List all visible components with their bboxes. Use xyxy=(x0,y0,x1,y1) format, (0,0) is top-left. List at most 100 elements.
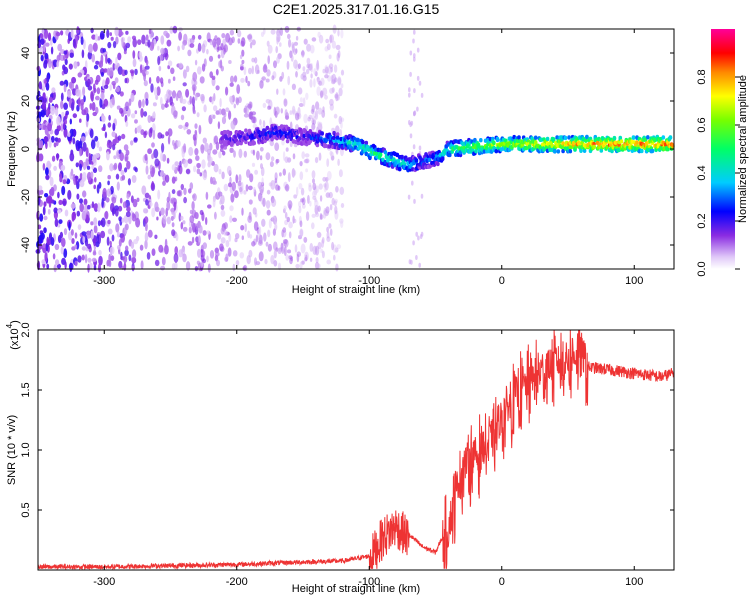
heatmap-point xyxy=(260,163,263,170)
heatmap-ridge-point xyxy=(265,125,270,131)
heatmap-point xyxy=(116,181,120,191)
heatmap-point xyxy=(70,29,74,38)
heatmap-point xyxy=(52,253,56,260)
heatmap-point xyxy=(328,191,333,199)
heatmap-point xyxy=(54,218,59,227)
heatmap-point xyxy=(183,159,189,168)
heatmap-point xyxy=(416,75,420,81)
snr-panel: -300 -200 -100 0 100 0.5 1.0 1.5 2.0 Height of … xyxy=(5,320,675,595)
heatmap-point xyxy=(132,249,137,259)
heatmap-point xyxy=(47,195,53,204)
heatmap-point xyxy=(103,68,108,73)
heatmap-point xyxy=(287,33,291,40)
heatmap-point xyxy=(127,178,131,186)
heatmap-point xyxy=(233,150,236,158)
heatmap-point xyxy=(272,215,276,222)
heatmap-point xyxy=(241,49,245,57)
heatmap-point xyxy=(96,87,101,95)
heatmap-point xyxy=(263,63,267,70)
heatmap-ridge-point xyxy=(378,152,383,157)
heatmap-point xyxy=(237,180,242,187)
heatmap-point xyxy=(156,86,161,96)
heatmap-point xyxy=(306,57,311,65)
heatmap-point xyxy=(303,38,308,45)
heatmap-point xyxy=(337,50,341,59)
heatmap-point xyxy=(65,110,69,116)
heatmap-point xyxy=(316,231,322,238)
heatmap-point xyxy=(46,236,50,245)
heatmap-point xyxy=(147,204,150,209)
heatmap-point xyxy=(259,119,262,126)
heatmap-point xyxy=(248,185,253,191)
heatmap-point xyxy=(298,87,303,95)
heatmap-point xyxy=(312,178,315,184)
heatmap-ridge-point xyxy=(384,154,389,159)
heatmap-point xyxy=(300,243,306,254)
heatmap-point xyxy=(333,200,337,207)
heatmap-point xyxy=(248,211,252,221)
heatmap-point xyxy=(189,43,195,48)
x-tick-label: 0 xyxy=(499,576,505,588)
heatmap-point xyxy=(149,41,155,51)
heatmap-point xyxy=(252,149,256,156)
heatmap-point xyxy=(308,184,312,192)
heatmap-point xyxy=(79,172,83,180)
heatmap-point xyxy=(202,242,207,250)
heatmap-point xyxy=(49,176,54,187)
heatmap-point xyxy=(247,230,251,239)
colorbar: 0.0 0.2 0.4 0.6 0.8 Normalized spectral ampl… xyxy=(696,29,749,277)
heatmap-point xyxy=(209,142,213,151)
heatmap-point xyxy=(189,38,195,44)
heatmap-point xyxy=(285,147,289,152)
heatmap-ridge-point xyxy=(361,139,365,145)
heatmap-point xyxy=(91,101,96,112)
y-tick-label: -40 xyxy=(20,237,32,253)
heatmap-point xyxy=(147,174,151,180)
heatmap-point xyxy=(416,106,419,112)
heatmap-point xyxy=(314,157,319,164)
heatmap-point xyxy=(194,148,199,156)
heatmap-point xyxy=(333,113,338,119)
heatmap-point xyxy=(329,228,333,236)
heatmap-point xyxy=(328,63,334,69)
heatmap-point xyxy=(298,201,302,208)
heatmap-point xyxy=(415,255,418,260)
heatmap-point xyxy=(81,231,87,236)
heatmap-point xyxy=(330,74,334,82)
heatmap-point xyxy=(243,66,247,76)
heatmap-point xyxy=(98,263,101,273)
snr-x-ticks: -300 -200 -100 0 100 xyxy=(93,330,643,588)
heatmap-point xyxy=(315,257,319,264)
heatmap-point xyxy=(329,103,334,111)
heatmap-point xyxy=(287,172,291,183)
heatmap-point xyxy=(334,210,339,220)
heatmap-ridge-point xyxy=(612,135,617,141)
heatmap-point xyxy=(298,183,303,190)
heatmap-point xyxy=(229,205,234,212)
heatmap-point xyxy=(152,102,157,107)
heatmap-point xyxy=(320,248,323,254)
heatmap-point xyxy=(68,63,73,70)
heatmap-point xyxy=(84,254,88,264)
heatmap-ridge-point xyxy=(668,135,673,140)
heatmap-point xyxy=(79,147,82,157)
heatmap-point xyxy=(107,219,111,225)
heatmap-point xyxy=(85,147,89,158)
heatmap-point xyxy=(47,208,51,215)
heatmap-point xyxy=(284,115,290,120)
heatmap-point xyxy=(331,79,336,85)
heatmap-ridge-point xyxy=(666,147,670,152)
heatmap-ridge-point xyxy=(494,149,499,154)
heatmap-point xyxy=(301,49,305,58)
heatmap-point xyxy=(151,153,155,160)
heatmap-point xyxy=(214,211,217,220)
heatmap-point xyxy=(94,79,99,85)
heatmap-point xyxy=(119,197,123,204)
heatmap-point xyxy=(267,44,273,54)
y-tick-label: 0 xyxy=(20,146,32,152)
heatmap-point xyxy=(285,184,290,192)
heatmap-point xyxy=(251,39,256,46)
heatmap-point xyxy=(86,113,90,122)
heatmap-point xyxy=(48,102,51,110)
heatmap-point xyxy=(289,110,293,115)
